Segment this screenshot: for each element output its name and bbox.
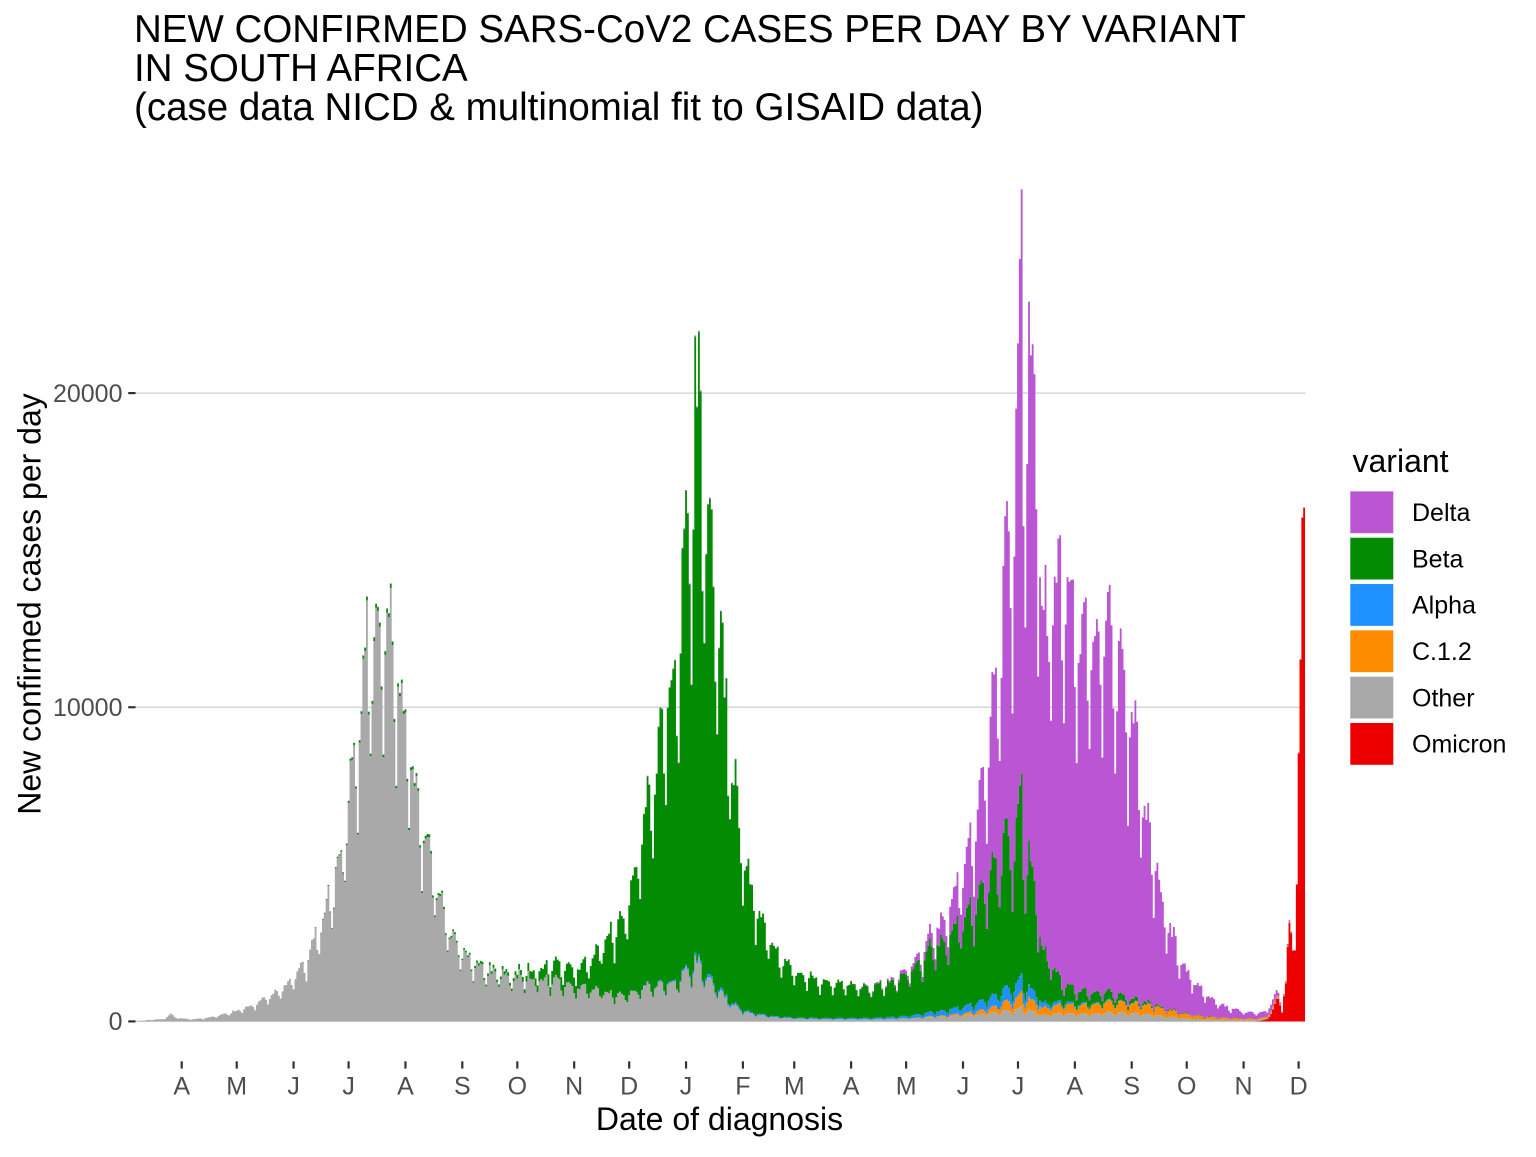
- svg-text:A: A: [843, 1073, 860, 1101]
- svg-text:M: M: [896, 1073, 917, 1101]
- svg-text:S: S: [454, 1073, 471, 1101]
- svg-text:20000: 20000: [53, 380, 123, 408]
- svg-text:variant: variant: [1353, 443, 1449, 479]
- svg-text:A: A: [173, 1073, 190, 1101]
- svg-text:F: F: [735, 1073, 750, 1101]
- svg-text:N: N: [1235, 1073, 1253, 1101]
- svg-text:M: M: [226, 1073, 247, 1101]
- svg-text:New confirmed cases per day: New confirmed cases per day: [12, 393, 48, 815]
- svg-text:(case data NICD & multinomial: (case data NICD & multinomial fit to GIS…: [134, 86, 983, 129]
- svg-text:J: J: [342, 1073, 355, 1101]
- svg-text:0: 0: [109, 1008, 123, 1036]
- svg-text:IN SOUTH AFRICA: IN SOUTH AFRICA: [134, 47, 468, 90]
- svg-text:Date of diagnosis: Date of diagnosis: [596, 1101, 843, 1137]
- svg-text:Beta: Beta: [1412, 545, 1464, 573]
- svg-text:C.1.2: C.1.2: [1412, 638, 1472, 666]
- svg-text:M: M: [784, 1073, 805, 1101]
- svg-text:J: J: [1012, 1073, 1025, 1101]
- svg-text:Other: Other: [1412, 684, 1475, 712]
- svg-text:O: O: [1177, 1073, 1196, 1101]
- svg-text:Alpha: Alpha: [1412, 592, 1476, 620]
- svg-text:O: O: [508, 1073, 527, 1101]
- svg-text:Omicron: Omicron: [1412, 731, 1506, 759]
- svg-text:N: N: [565, 1073, 583, 1101]
- svg-text:J: J: [287, 1073, 300, 1101]
- svg-text:10000: 10000: [53, 694, 123, 722]
- svg-text:S: S: [1123, 1073, 1140, 1101]
- svg-text:D: D: [1290, 1073, 1308, 1101]
- svg-text:A: A: [397, 1073, 414, 1101]
- svg-text:D: D: [620, 1073, 638, 1101]
- svg-text:NEW CONFIRMED SARS-CoV2 CASES: NEW CONFIRMED SARS-CoV2 CASES PER DAY BY…: [134, 8, 1246, 51]
- svg-text:Delta: Delta: [1412, 499, 1470, 527]
- svg-text:J: J: [680, 1073, 693, 1101]
- svg-text:A: A: [1067, 1073, 1084, 1101]
- svg-text:J: J: [957, 1073, 970, 1101]
